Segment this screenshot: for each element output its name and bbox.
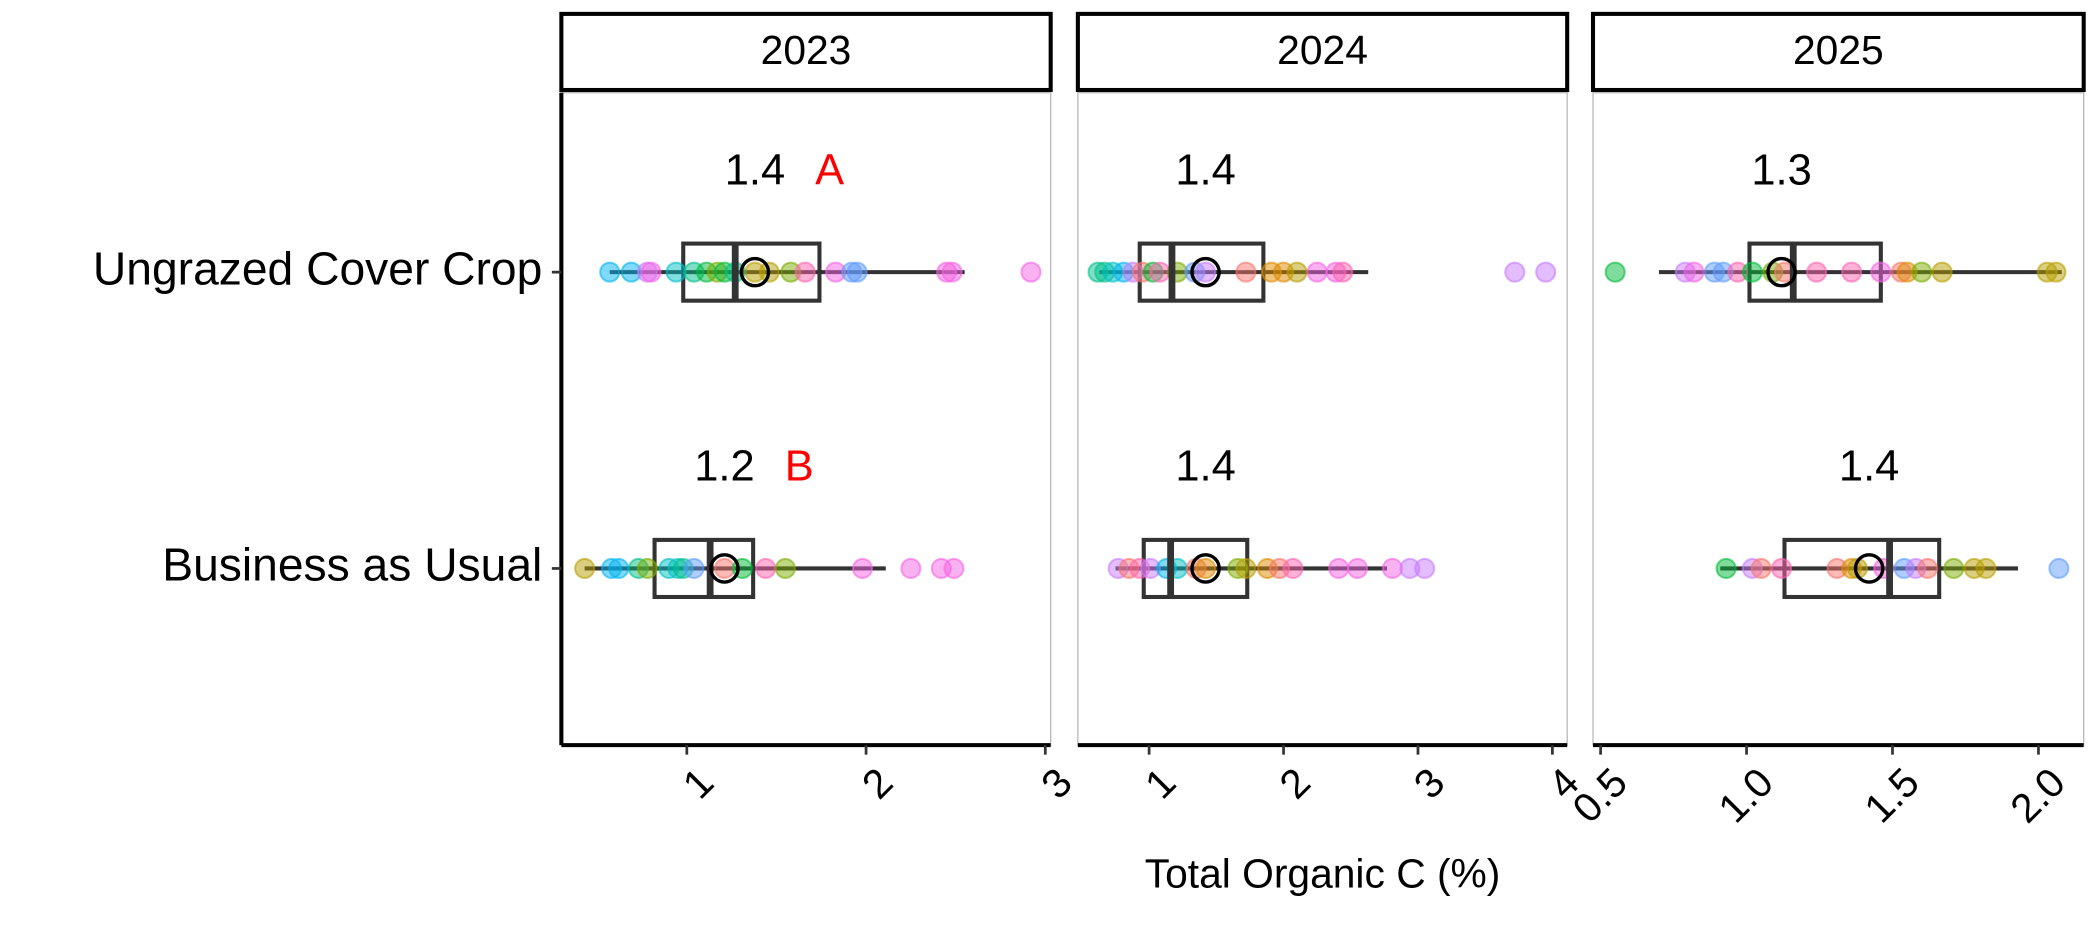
- mean-label: 1.4: [1839, 443, 1899, 491]
- data-point: [2048, 557, 2070, 579]
- data-point: [1771, 557, 1793, 579]
- data-point: [1841, 261, 1863, 283]
- data-point: [1931, 261, 1953, 283]
- data-point: [683, 557, 705, 579]
- group-letter: A: [815, 146, 844, 194]
- data-point: [608, 557, 630, 579]
- group-letter: B: [785, 443, 814, 491]
- data-point: [941, 261, 963, 283]
- data-point: [851, 557, 874, 579]
- data-point: [640, 261, 662, 283]
- data-point: [1149, 261, 1171, 283]
- data-point: [574, 557, 596, 579]
- data-point: [1604, 261, 1626, 283]
- panel-border: [560, 92, 1052, 746]
- mean-marker: [1766, 256, 1797, 288]
- y-tick-label: Ungrazed Cover Crop: [93, 242, 542, 294]
- x-tick-label: 2.0: [2001, 759, 2074, 832]
- x-tick-label: 3: [1032, 759, 1081, 808]
- data-point: [1235, 261, 1257, 283]
- data-point: [599, 261, 621, 283]
- data-point: [1328, 557, 1350, 579]
- mean-marker: [1190, 553, 1221, 584]
- mean-label: 1.4: [1175, 146, 1235, 194]
- mean-label: 1.4: [725, 146, 785, 194]
- data-point: [1911, 261, 1933, 283]
- data-point: [1683, 261, 1705, 283]
- data-point: [755, 557, 777, 579]
- data-point: [1381, 557, 1403, 579]
- y-tick-label: Business as Usual: [162, 539, 542, 591]
- data-point: [900, 557, 922, 579]
- mean-marker: [709, 553, 740, 584]
- data-point: [1286, 261, 1308, 283]
- data-point: [1282, 557, 1304, 579]
- data-point: [774, 557, 796, 579]
- x-tick-label: 3: [1405, 759, 1454, 808]
- data-point: [713, 557, 735, 579]
- facet-label: 2023: [761, 27, 852, 73]
- data-point: [1235, 557, 1257, 579]
- data-point: [1346, 557, 1369, 579]
- x-tick-label: 1.5: [1855, 759, 1928, 832]
- data-point: [1020, 261, 1042, 283]
- data-point: [1504, 261, 1526, 283]
- data-point: [1916, 557, 1939, 579]
- data-point: [1535, 261, 1557, 283]
- data-point: [1943, 557, 1965, 579]
- data-point: [1414, 557, 1436, 579]
- panel-border: [1592, 92, 2085, 746]
- mean-label: 1.3: [1751, 146, 1811, 194]
- data-point: [665, 261, 687, 283]
- data-point: [1306, 261, 1328, 283]
- data-point: [794, 261, 816, 283]
- data-point: [1195, 557, 1217, 579]
- x-axis-title: Total Organic C (%): [1145, 851, 1501, 897]
- data-point: [1750, 557, 1772, 579]
- mean-label: 1.2: [694, 443, 754, 491]
- x-tick-label: 1: [1136, 759, 1185, 808]
- x-tick-label: 0.5: [1563, 759, 1636, 832]
- x-tick-label: 1: [674, 759, 723, 808]
- data-point: [1195, 261, 1217, 283]
- mean-marker: [739, 256, 771, 288]
- facet-strip: [1075, 11, 1570, 93]
- mean-marker: [1190, 256, 1221, 288]
- data-point: [636, 557, 658, 579]
- facet-label: 2025: [1793, 27, 1884, 73]
- panel-border: [1077, 92, 1568, 746]
- data-point: [1715, 557, 1737, 579]
- x-tick-label: 1.0: [1709, 759, 1782, 832]
- data-point: [1870, 261, 1892, 283]
- data-point: [846, 261, 868, 283]
- mean-marker: [1853, 553, 1885, 584]
- data-point: [1975, 557, 1997, 579]
- mean-label: 1.4: [1175, 443, 1235, 491]
- facet-label: 2024: [1277, 27, 1368, 73]
- x-tick-label: 2: [1270, 759, 1319, 808]
- facet-strip: [559, 11, 1053, 93]
- x-tick-label: 2: [853, 759, 902, 808]
- data-point: [943, 557, 965, 579]
- data-point: [2045, 261, 2067, 283]
- data-point: [1806, 261, 1828, 283]
- facet-strip: [1590, 11, 2086, 93]
- data-point: [1741, 261, 1763, 283]
- data-point: [1332, 261, 1354, 283]
